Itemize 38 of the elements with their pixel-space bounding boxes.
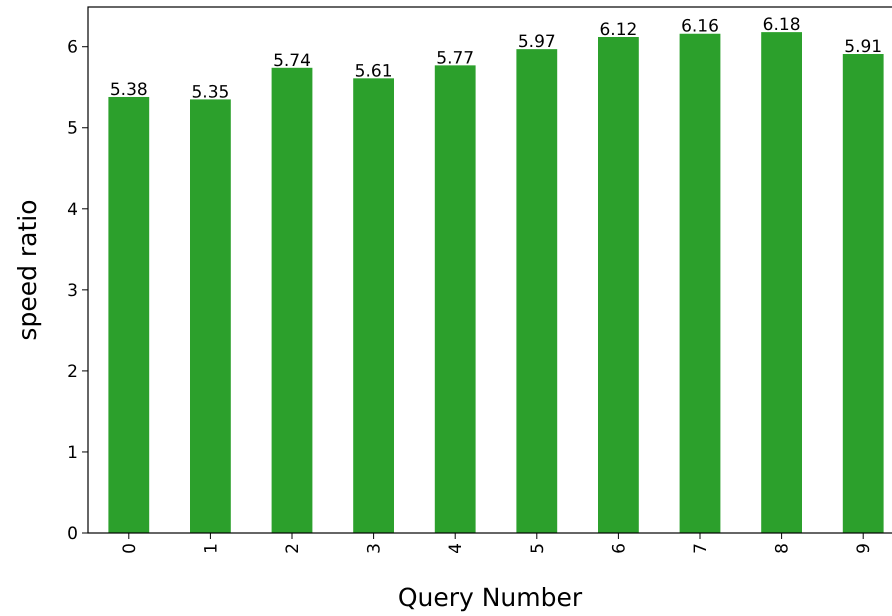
data-label: 5.97 xyxy=(518,32,556,52)
x-tick-label: 3 xyxy=(364,543,385,554)
data-label: 5.91 xyxy=(844,37,882,58)
bar xyxy=(761,32,802,533)
x-tick-label: 2 xyxy=(282,543,303,554)
bar xyxy=(434,65,476,533)
y-axis-title: speed ratio xyxy=(13,199,42,341)
data-label: 5.74 xyxy=(273,50,311,71)
data-label: 5.35 xyxy=(191,82,230,102)
x-tick-label: 1 xyxy=(201,543,222,554)
data-label: 5.38 xyxy=(110,80,148,100)
data-label: 6.18 xyxy=(762,15,801,36)
data-label: 6.16 xyxy=(681,16,719,37)
x-tick-label: 7 xyxy=(690,543,711,554)
data-label: 6.12 xyxy=(599,20,638,40)
x-tick-label: 4 xyxy=(446,543,466,554)
bar xyxy=(353,78,394,533)
x-tick-label: 5 xyxy=(528,543,548,554)
bar xyxy=(272,68,312,533)
y-tick-label: 5 xyxy=(67,118,78,139)
data-label: 5.61 xyxy=(354,61,393,82)
bar xyxy=(190,99,231,533)
x-tick-label: 9 xyxy=(854,543,874,554)
bar xyxy=(680,34,720,533)
y-tick-label: 6 xyxy=(67,38,78,58)
x-tick-label: 8 xyxy=(772,543,793,554)
x-tick-label: 6 xyxy=(609,543,630,554)
bar xyxy=(108,96,150,533)
y-tick-label: 1 xyxy=(67,442,78,463)
bar xyxy=(842,54,884,533)
data-label: 5.77 xyxy=(436,48,474,68)
x-tick-label: 0 xyxy=(120,543,140,554)
y-tick-label: 2 xyxy=(67,362,78,382)
bar xyxy=(516,49,558,533)
y-tick-label: 4 xyxy=(67,200,78,220)
bar xyxy=(598,36,639,533)
y-tick-label: 3 xyxy=(67,280,78,301)
x-axis-title: Query Number xyxy=(398,583,583,612)
